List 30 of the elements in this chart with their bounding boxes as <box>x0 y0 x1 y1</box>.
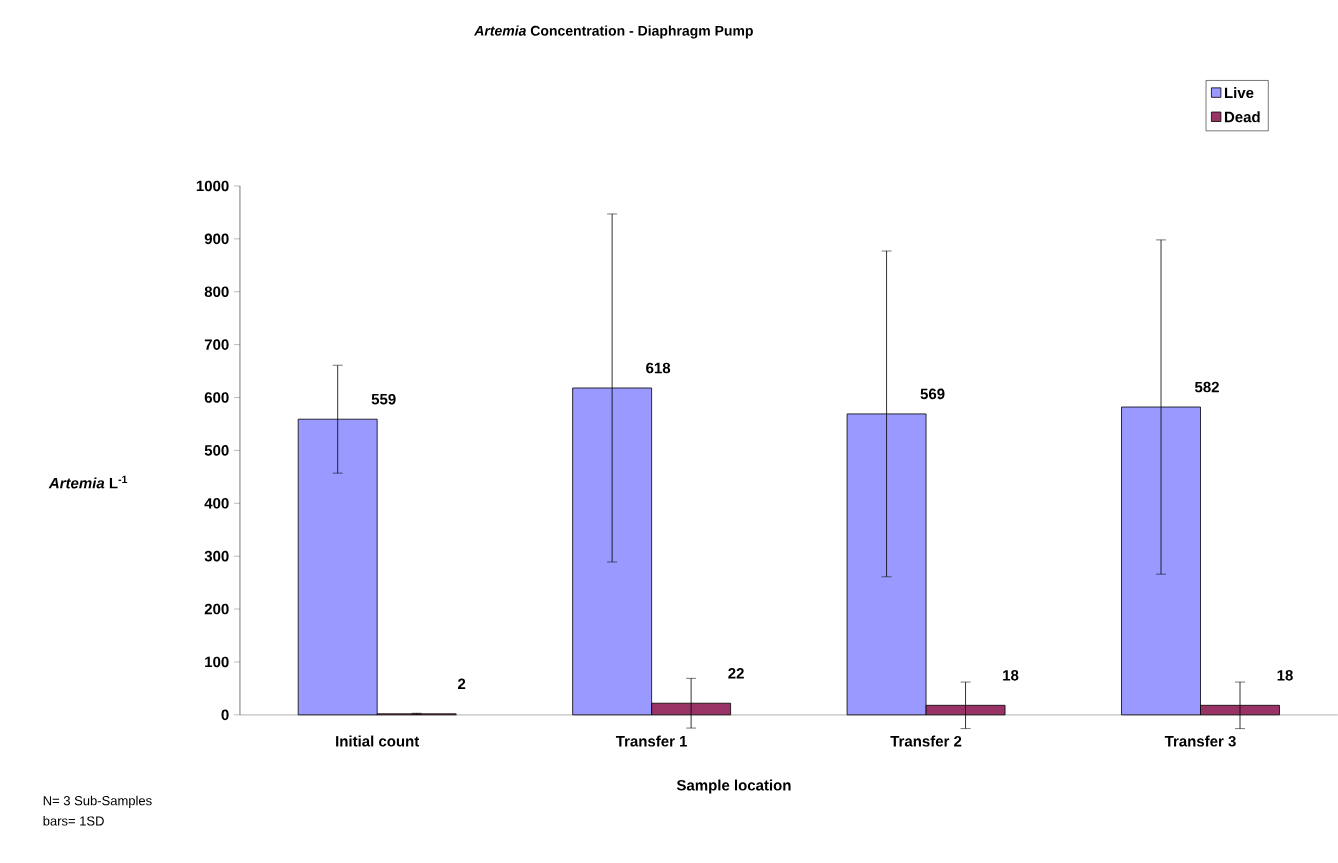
x-tick-label: Transfer 3 <box>1164 735 1236 747</box>
y-tick-label: 200 <box>204 603 229 615</box>
x-tick-label: Transfer 2 <box>890 735 962 747</box>
text: N= 3 Sub-Samples <box>43 795 152 808</box>
y-tick-label: 400 <box>204 498 229 509</box>
x-axis-title: Sample location <box>676 779 791 794</box>
y-tick-label: 100 <box>205 656 229 668</box>
y-tick-label: 900 <box>204 233 229 245</box>
text: bars= 1SD <box>43 816 104 826</box>
x-tick-label: Transfer 1 <box>615 735 688 747</box>
y-axis-title: Artemia L$^{-1}$ <box>48 475 128 489</box>
legend-label: Dead <box>1224 111 1260 123</box>
data-label: 618 <box>646 362 671 374</box>
data-label: 22 <box>728 668 744 679</box>
y-tick-label: 700 <box>204 339 229 351</box>
data-label: 18 <box>1003 670 1019 681</box>
data-label: 559 <box>371 393 396 405</box>
data-label: 582 <box>1194 381 1219 393</box>
data-label: 2 <box>458 678 466 690</box>
legend-label: Live <box>1224 87 1254 99</box>
y-tick-label: 300 <box>204 550 229 562</box>
y-tick-label: 500 <box>204 445 229 456</box>
data-label: 18 <box>1277 670 1293 681</box>
data-label: 569 <box>920 388 945 400</box>
y-tick-label: 0 <box>221 709 229 721</box>
y-tick-label: 800 <box>204 286 229 298</box>
x-tick-label: Initial count <box>336 735 420 747</box>
y-tick-label: 600 <box>204 392 229 403</box>
y-tick-label: 1000 <box>196 180 229 192</box>
chart-title: Artemia Concentration - Diaphragm Pump <box>473 25 753 39</box>
